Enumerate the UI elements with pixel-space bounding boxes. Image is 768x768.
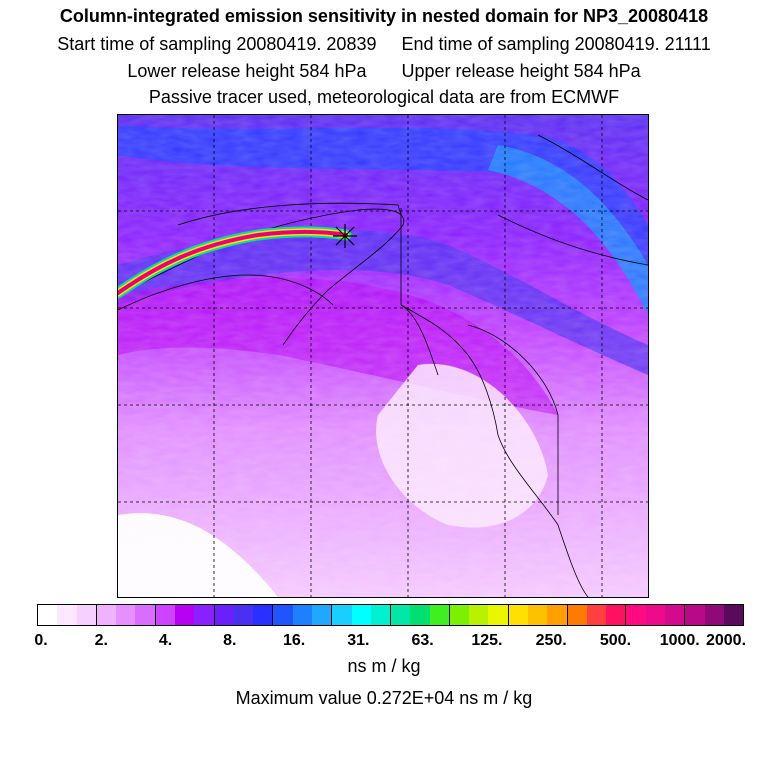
- colorbar-swatch: [57, 605, 77, 625]
- colorbar-swatch: [116, 605, 136, 625]
- colorbar-swatch: [723, 605, 744, 625]
- colorbar-tick-label: 16.: [282, 632, 306, 649]
- release-point-marker: [333, 224, 357, 248]
- colorbar-swatch: [76, 605, 97, 625]
- colorbar-swatch: [449, 605, 470, 625]
- colorbar-swatch: [391, 605, 411, 625]
- colorbar-tick-label: 63.: [411, 632, 434, 649]
- release-height-row: Lower release height 584 hPa Upper relea…: [0, 61, 768, 82]
- sensitivity-map: [118, 115, 648, 597]
- colorbar-tick-label: 1000.: [659, 632, 700, 649]
- colorbar-swatch: [410, 605, 430, 625]
- upper-release-label: Upper release height 584 hPa: [401, 61, 641, 81]
- colorbar-swatch: [547, 605, 568, 625]
- colorbar-swatch: [135, 605, 156, 625]
- colorbar-swatch: [155, 605, 175, 625]
- colorbar-tick-label: 31.: [347, 632, 370, 649]
- colorbar-swatch: [469, 605, 489, 625]
- colorbar-tick-label: 500.: [599, 632, 632, 649]
- tracer-label: Passive tracer used, meteorological data…: [148, 87, 620, 107]
- colorbar-swatch: [370, 605, 392, 625]
- colorbar-unit-label: ns m / kg: [347, 656, 421, 676]
- colorbar: [37, 604, 744, 626]
- colorbar-swatch: [351, 605, 371, 625]
- map-texture: [118, 115, 648, 597]
- lower-release-label: Lower release height 584 hPa: [127, 61, 367, 81]
- map-panel: [117, 114, 649, 598]
- colorbar-swatch: [273, 605, 293, 625]
- end-time-label: End time of sampling 20080419. 21111: [401, 34, 711, 54]
- colorbar-swatch: [606, 605, 627, 625]
- graticule: [118, 115, 648, 597]
- colorbar-swatch: [174, 605, 195, 625]
- colorbar-tick-label: 2000.: [705, 632, 747, 649]
- colorbar-swatch: [704, 605, 724, 625]
- colorbar-tick-label: 4.: [158, 632, 173, 649]
- colorbar-swatch: [38, 605, 58, 625]
- colorbar-swatch: [96, 605, 117, 625]
- colorbar-swatch: [488, 605, 509, 625]
- colorbar-swatch: [194, 605, 215, 625]
- colorbar-tick-label: 125.: [471, 632, 503, 649]
- coastlines: [118, 134, 648, 597]
- map-title: Column-integrated emission sensitivity i…: [59, 6, 709, 26]
- colorbar-swatch: [528, 605, 548, 625]
- colorbar-tick-label: 0.: [34, 632, 48, 649]
- colorbar-swatch: [292, 605, 312, 625]
- colorbar-tick-label: 2.: [94, 632, 108, 649]
- colorbar-swatch: [685, 605, 705, 625]
- plume-band-core: [118, 229, 348, 295]
- colorbar-swatch: [645, 605, 665, 625]
- colorbar-swatch: [665, 605, 686, 625]
- colorbar-swatch: [253, 605, 274, 625]
- colorbar-swatch: [626, 605, 646, 625]
- colorbar-swatch: [233, 605, 254, 625]
- start-time-label: Start time of sampling 20080419. 20839: [57, 34, 377, 54]
- colorbar-swatch: [429, 605, 450, 625]
- sampling-times-row: Start time of sampling 20080419. 20839 E…: [0, 34, 768, 55]
- colorbar-swatch: [214, 605, 234, 625]
- maximum-value-label: Maximum value 0.272E+04 ns m / kg: [235, 688, 533, 708]
- colorbar-swatch: [586, 605, 607, 625]
- colorbar-swatch: [567, 605, 587, 625]
- colorbar-tick-label: 250.: [535, 632, 567, 649]
- colorbar-tick-label: 8.: [223, 632, 237, 649]
- colorbar-swatch: [332, 605, 352, 625]
- colorbar-swatch: [508, 605, 529, 625]
- colorbar-swatch: [311, 605, 333, 625]
